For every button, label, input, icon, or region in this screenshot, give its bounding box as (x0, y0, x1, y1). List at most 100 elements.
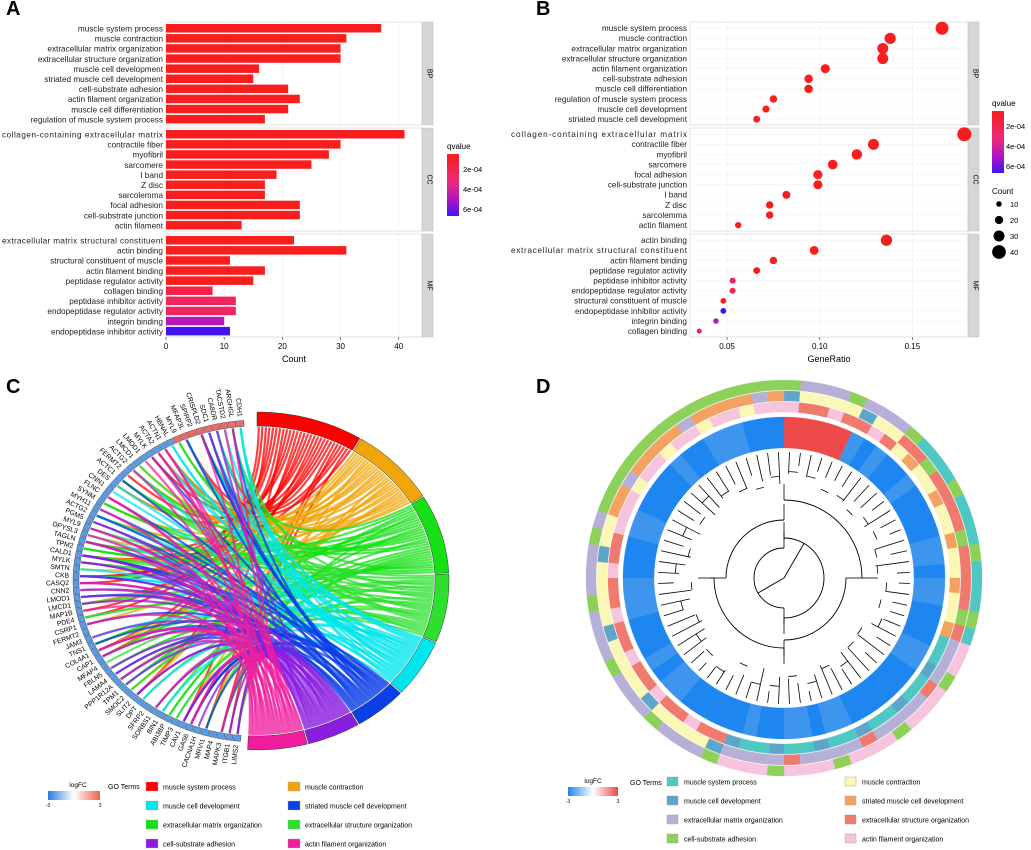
chord-ribbon (99, 508, 261, 736)
gene-arc (208, 730, 218, 739)
dendrogram-leaf (788, 452, 790, 474)
dendrogram-branch (690, 582, 693, 591)
facet-panel-mf (689, 233, 969, 338)
gene-arc (211, 423, 221, 431)
dendrogram-leaf (745, 457, 753, 476)
bar (166, 24, 382, 33)
term-ring-middle (958, 593, 971, 611)
category-label: sarcomere (648, 160, 687, 169)
term-ring-inner (607, 577, 619, 594)
dendrogram-branch (847, 641, 854, 648)
gene-label: MYLK (52, 556, 72, 565)
term-ring-inner (798, 741, 815, 754)
category-label: extracellular matrix structural constitu… (2, 236, 164, 245)
gene-arc (148, 706, 159, 716)
dendrogram-leaf (819, 665, 833, 695)
dendrogram-leaf (706, 477, 724, 499)
category-label: actin filament (639, 221, 688, 230)
dendrogram-branch (770, 476, 780, 478)
bar (166, 306, 236, 316)
gene-label: CKB (55, 572, 70, 579)
dendrogram-leaf (683, 500, 702, 515)
gene-arc (87, 641, 97, 651)
dot (720, 308, 727, 314)
term-swatch (844, 776, 857, 787)
gene-arc (177, 720, 187, 730)
dendrogram-branch (695, 614, 700, 623)
bar (166, 84, 289, 94)
gene-arc (224, 733, 234, 741)
bar (166, 34, 347, 43)
dot (735, 221, 742, 229)
category-label: muscle cell development (73, 65, 163, 74)
category-label: extracellular structure organization (562, 54, 688, 63)
dendrogram-branch (687, 548, 691, 557)
dot (813, 180, 823, 190)
gene-arc (118, 682, 128, 692)
chord-ribbon (144, 460, 296, 732)
gene-arc (73, 593, 81, 602)
term-label: extracellular structure organization (305, 823, 412, 830)
term-label: cell-substrate adhesion (684, 837, 756, 844)
dot (884, 32, 896, 44)
dot (753, 115, 761, 123)
dot (765, 211, 774, 219)
gene-arc (77, 614, 86, 623)
dendrogram-branch (863, 516, 869, 525)
term-label: extracellular matrix organization (163, 823, 262, 830)
chord-ribbon (208, 432, 330, 723)
category-label: regulation of muscle system process (555, 95, 687, 104)
term-ring-outer (585, 560, 597, 579)
dendrogram-leaf (683, 637, 707, 656)
dendrogram-leaf (883, 618, 901, 627)
legend-colorbar (992, 111, 1004, 173)
dendrogram-branch (725, 519, 785, 579)
category-label: Z disc (665, 201, 687, 210)
gene-arc (195, 426, 205, 436)
chord-ribbon (200, 434, 377, 696)
dendrogram-branch (751, 681, 761, 685)
dendrogram-leaf (875, 561, 909, 567)
dendrogram-leaf (841, 471, 853, 488)
chord-ribbon (107, 496, 373, 699)
size-legend-dot (993, 230, 1005, 242)
gene-arc (75, 607, 84, 616)
bar (166, 266, 265, 275)
gene-label: MAPK3 (212, 742, 223, 766)
gene-arc (90, 647, 100, 657)
dendrogram-leaf (825, 461, 833, 478)
dendrogram-branch (755, 486, 764, 490)
term-label: muscle cell development (684, 799, 761, 806)
gene-arc (120, 468, 131, 478)
dendrogram-leaf (874, 539, 905, 550)
gene-arc (73, 565, 81, 573)
size-legend-dot (992, 245, 1006, 259)
size-legend-title: Count (992, 187, 1014, 196)
term-label: muscle contraction (862, 780, 920, 787)
dendrogram-leaf (725, 466, 736, 485)
category-label: cell-substrate adhesion (79, 85, 164, 94)
dendrogram-leaf (660, 598, 691, 606)
legend-label: 6e-04 (1006, 162, 1025, 171)
dendrogram-branch (840, 660, 849, 667)
logfc-min-label: -3 (566, 799, 571, 805)
dendrogram-leaf (830, 668, 843, 690)
logfc-legend-title: logFC (69, 782, 87, 789)
category-label: regulation of muscle system process (31, 115, 163, 124)
gene-arc (227, 420, 237, 429)
dendrogram-leaf (841, 668, 853, 685)
bar (166, 170, 277, 179)
category-label: structural constituent of muscle (574, 297, 687, 306)
dendrogram-leaf (842, 477, 862, 502)
panel-label-c: C (6, 376, 21, 398)
category-label: actin filament organization (68, 95, 164, 104)
gene-label: LIMS2 (231, 744, 240, 765)
gene-arc (114, 473, 125, 483)
gene-arc (81, 628, 91, 637)
term-arc (304, 712, 359, 745)
logfc-min-label: -3 (46, 803, 51, 809)
bar (166, 236, 294, 245)
category-label: actin filament binding (610, 256, 687, 265)
terms-legend-title: GO Terms (630, 780, 662, 787)
x-axis-title: Count (282, 354, 307, 364)
